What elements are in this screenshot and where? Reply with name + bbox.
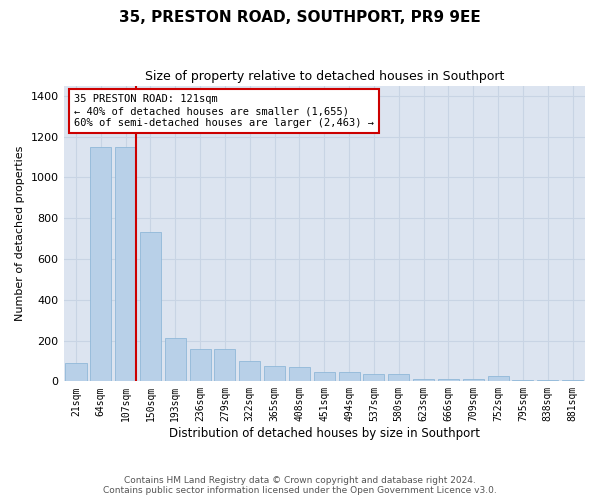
Text: 35 PRESTON ROAD: 121sqm
← 40% of detached houses are smaller (1,655)
60% of semi: 35 PRESTON ROAD: 121sqm ← 40% of detache… xyxy=(74,94,374,128)
Bar xyxy=(289,367,310,382)
Bar xyxy=(364,374,385,382)
Bar xyxy=(165,338,186,382)
Bar xyxy=(214,348,235,382)
Title: Size of property relative to detached houses in Southport: Size of property relative to detached ho… xyxy=(145,70,504,83)
Bar xyxy=(338,372,359,382)
Bar xyxy=(562,380,583,382)
Text: 35, PRESTON ROAD, SOUTHPORT, PR9 9EE: 35, PRESTON ROAD, SOUTHPORT, PR9 9EE xyxy=(119,10,481,25)
Bar xyxy=(140,232,161,382)
Bar xyxy=(90,147,112,382)
Bar xyxy=(388,374,409,382)
Bar xyxy=(413,380,434,382)
Bar xyxy=(463,380,484,382)
Bar xyxy=(65,363,86,382)
Bar xyxy=(115,147,136,382)
Y-axis label: Number of detached properties: Number of detached properties xyxy=(15,146,25,321)
X-axis label: Distribution of detached houses by size in Southport: Distribution of detached houses by size … xyxy=(169,427,480,440)
Text: Contains HM Land Registry data © Crown copyright and database right 2024.
Contai: Contains HM Land Registry data © Crown c… xyxy=(103,476,497,495)
Bar xyxy=(488,376,509,382)
Bar xyxy=(438,380,459,382)
Bar xyxy=(314,372,335,382)
Bar xyxy=(537,380,559,382)
Bar xyxy=(190,348,211,382)
Bar xyxy=(239,361,260,382)
Bar xyxy=(512,380,533,382)
Bar xyxy=(264,366,285,382)
